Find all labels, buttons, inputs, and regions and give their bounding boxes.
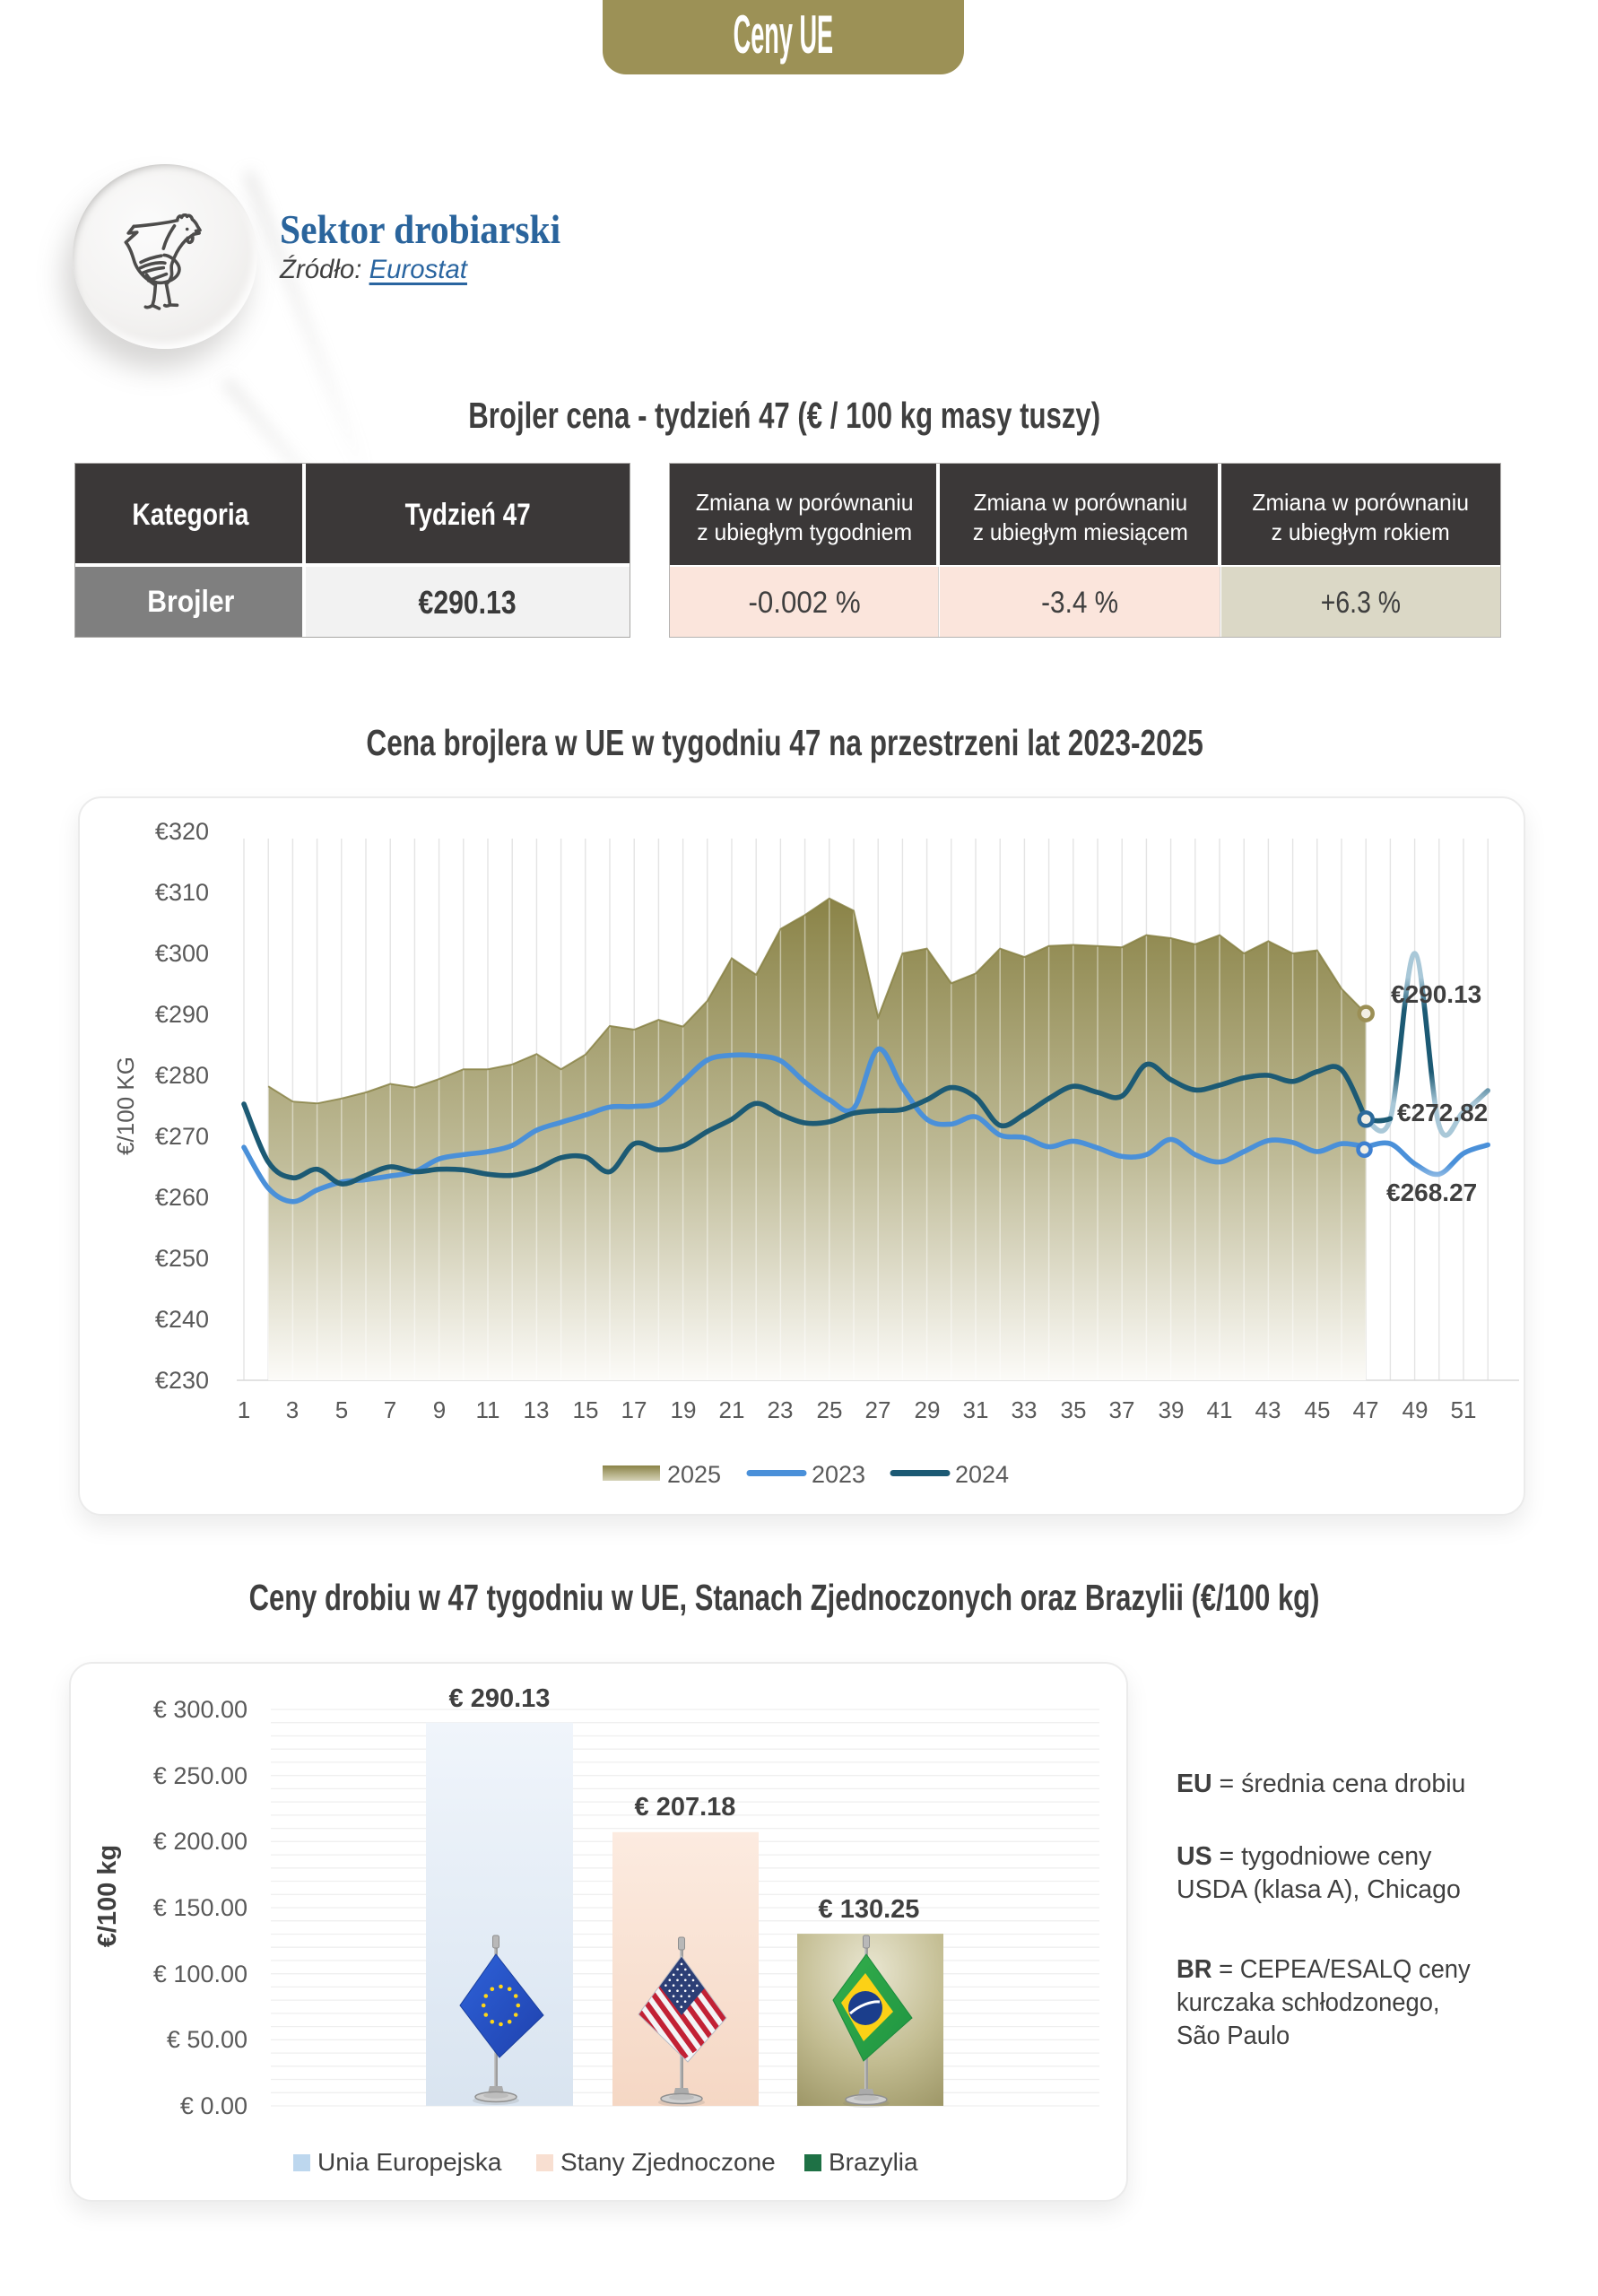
svg-text:€230: €230 bbox=[155, 1367, 209, 1394]
svg-text:47: 47 bbox=[1353, 1396, 1379, 1423]
svg-text:€ 207.18: € 207.18 bbox=[635, 1793, 736, 1822]
svg-text:€ 290.13: € 290.13 bbox=[449, 1684, 551, 1713]
svg-text:19: 19 bbox=[671, 1396, 697, 1423]
svg-text:€280: €280 bbox=[155, 1062, 209, 1089]
svg-text:€ 50.00: € 50.00 bbox=[167, 2026, 248, 2053]
svg-text:€320: €320 bbox=[155, 818, 209, 845]
svg-text:Stany Zjednoczone: Stany Zjednoczone bbox=[560, 2148, 776, 2176]
svg-text:€272.82: €272.82 bbox=[1397, 1099, 1488, 1126]
svg-text:23: 23 bbox=[768, 1396, 794, 1423]
svg-text:45: 45 bbox=[1305, 1396, 1331, 1423]
svg-text:€/100 kg: €/100 kg bbox=[93, 1845, 122, 1947]
svg-text:11: 11 bbox=[476, 1396, 500, 1423]
svg-text:39: 39 bbox=[1159, 1396, 1185, 1423]
svg-text:25: 25 bbox=[817, 1396, 843, 1423]
svg-text:5: 5 bbox=[335, 1396, 348, 1423]
svg-text:17: 17 bbox=[621, 1396, 647, 1423]
svg-text:37: 37 bbox=[1109, 1396, 1135, 1423]
svg-text:41: 41 bbox=[1207, 1396, 1233, 1423]
svg-text:21: 21 bbox=[719, 1396, 745, 1423]
svg-text:Unia Europejska: Unia Europejska bbox=[317, 2148, 502, 2176]
svg-text:€290.13: €290.13 bbox=[1391, 980, 1481, 1008]
svg-text:€ 200.00: € 200.00 bbox=[153, 1828, 248, 1855]
svg-text:15: 15 bbox=[573, 1396, 599, 1423]
svg-text:35: 35 bbox=[1061, 1396, 1087, 1423]
svg-text:€260: €260 bbox=[155, 1184, 209, 1211]
svg-text:€/100 KG: €/100 KG bbox=[112, 1057, 139, 1155]
svg-text:Brazylia: Brazylia bbox=[829, 2148, 918, 2176]
svg-text:€270: €270 bbox=[155, 1123, 209, 1150]
svg-text:€250: €250 bbox=[155, 1245, 209, 1272]
svg-text:7: 7 bbox=[384, 1396, 396, 1423]
svg-text:2024: 2024 bbox=[955, 1461, 1009, 1488]
svg-text:€310: €310 bbox=[155, 879, 209, 906]
svg-text:2025: 2025 bbox=[667, 1461, 721, 1488]
svg-text:€300: €300 bbox=[155, 940, 209, 967]
svg-text:€290: €290 bbox=[155, 1001, 209, 1028]
svg-text:€268.27: €268.27 bbox=[1386, 1178, 1477, 1206]
svg-text:3: 3 bbox=[286, 1396, 299, 1423]
svg-text:1: 1 bbox=[238, 1396, 250, 1423]
svg-text:31: 31 bbox=[963, 1396, 989, 1423]
svg-text:€240: €240 bbox=[155, 1306, 209, 1333]
svg-text:13: 13 bbox=[524, 1396, 550, 1423]
svg-text:9: 9 bbox=[433, 1396, 446, 1423]
svg-text:€ 150.00: € 150.00 bbox=[153, 1894, 248, 1921]
svg-text:33: 33 bbox=[1012, 1396, 1038, 1423]
svg-text:29: 29 bbox=[915, 1396, 941, 1423]
svg-text:€ 130.25: € 130.25 bbox=[819, 1895, 920, 1924]
svg-text:2023: 2023 bbox=[812, 1461, 865, 1488]
svg-text:€ 100.00: € 100.00 bbox=[153, 1961, 248, 1987]
svg-text:27: 27 bbox=[865, 1396, 891, 1423]
svg-text:€ 300.00: € 300.00 bbox=[153, 1696, 248, 1723]
svg-text:51: 51 bbox=[1451, 1396, 1477, 1423]
svg-text:49: 49 bbox=[1403, 1396, 1429, 1423]
svg-text:43: 43 bbox=[1255, 1396, 1281, 1423]
svg-text:€ 250.00: € 250.00 bbox=[153, 1762, 248, 1789]
svg-text:€ 0.00: € 0.00 bbox=[180, 2092, 248, 2119]
